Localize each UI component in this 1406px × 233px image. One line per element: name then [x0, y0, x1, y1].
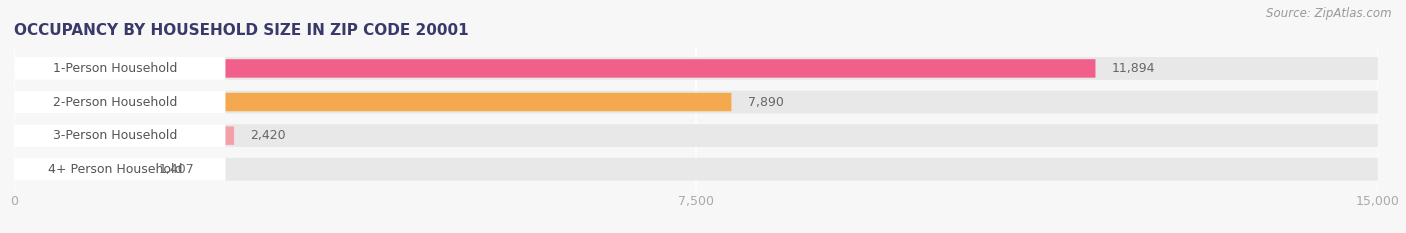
FancyBboxPatch shape [14, 124, 225, 147]
FancyBboxPatch shape [14, 158, 225, 181]
FancyBboxPatch shape [14, 57, 225, 80]
FancyBboxPatch shape [14, 91, 225, 113]
FancyBboxPatch shape [14, 158, 1378, 181]
Text: 2,420: 2,420 [250, 129, 285, 142]
Text: 7,890: 7,890 [748, 96, 783, 109]
FancyBboxPatch shape [14, 160, 142, 178]
Text: 3-Person Household: 3-Person Household [53, 129, 177, 142]
FancyBboxPatch shape [14, 93, 731, 111]
Text: 1-Person Household: 1-Person Household [53, 62, 177, 75]
FancyBboxPatch shape [14, 124, 1378, 147]
Text: OCCUPANCY BY HOUSEHOLD SIZE IN ZIP CODE 20001: OCCUPANCY BY HOUSEHOLD SIZE IN ZIP CODE … [14, 24, 468, 38]
FancyBboxPatch shape [14, 57, 1378, 80]
FancyBboxPatch shape [14, 91, 1378, 113]
Text: 2-Person Household: 2-Person Household [53, 96, 177, 109]
Text: 1,407: 1,407 [159, 163, 194, 176]
Text: Source: ZipAtlas.com: Source: ZipAtlas.com [1267, 7, 1392, 20]
FancyBboxPatch shape [14, 59, 1095, 78]
FancyBboxPatch shape [14, 126, 233, 145]
Text: 4+ Person Household: 4+ Person Household [48, 163, 183, 176]
Text: 11,894: 11,894 [1112, 62, 1156, 75]
